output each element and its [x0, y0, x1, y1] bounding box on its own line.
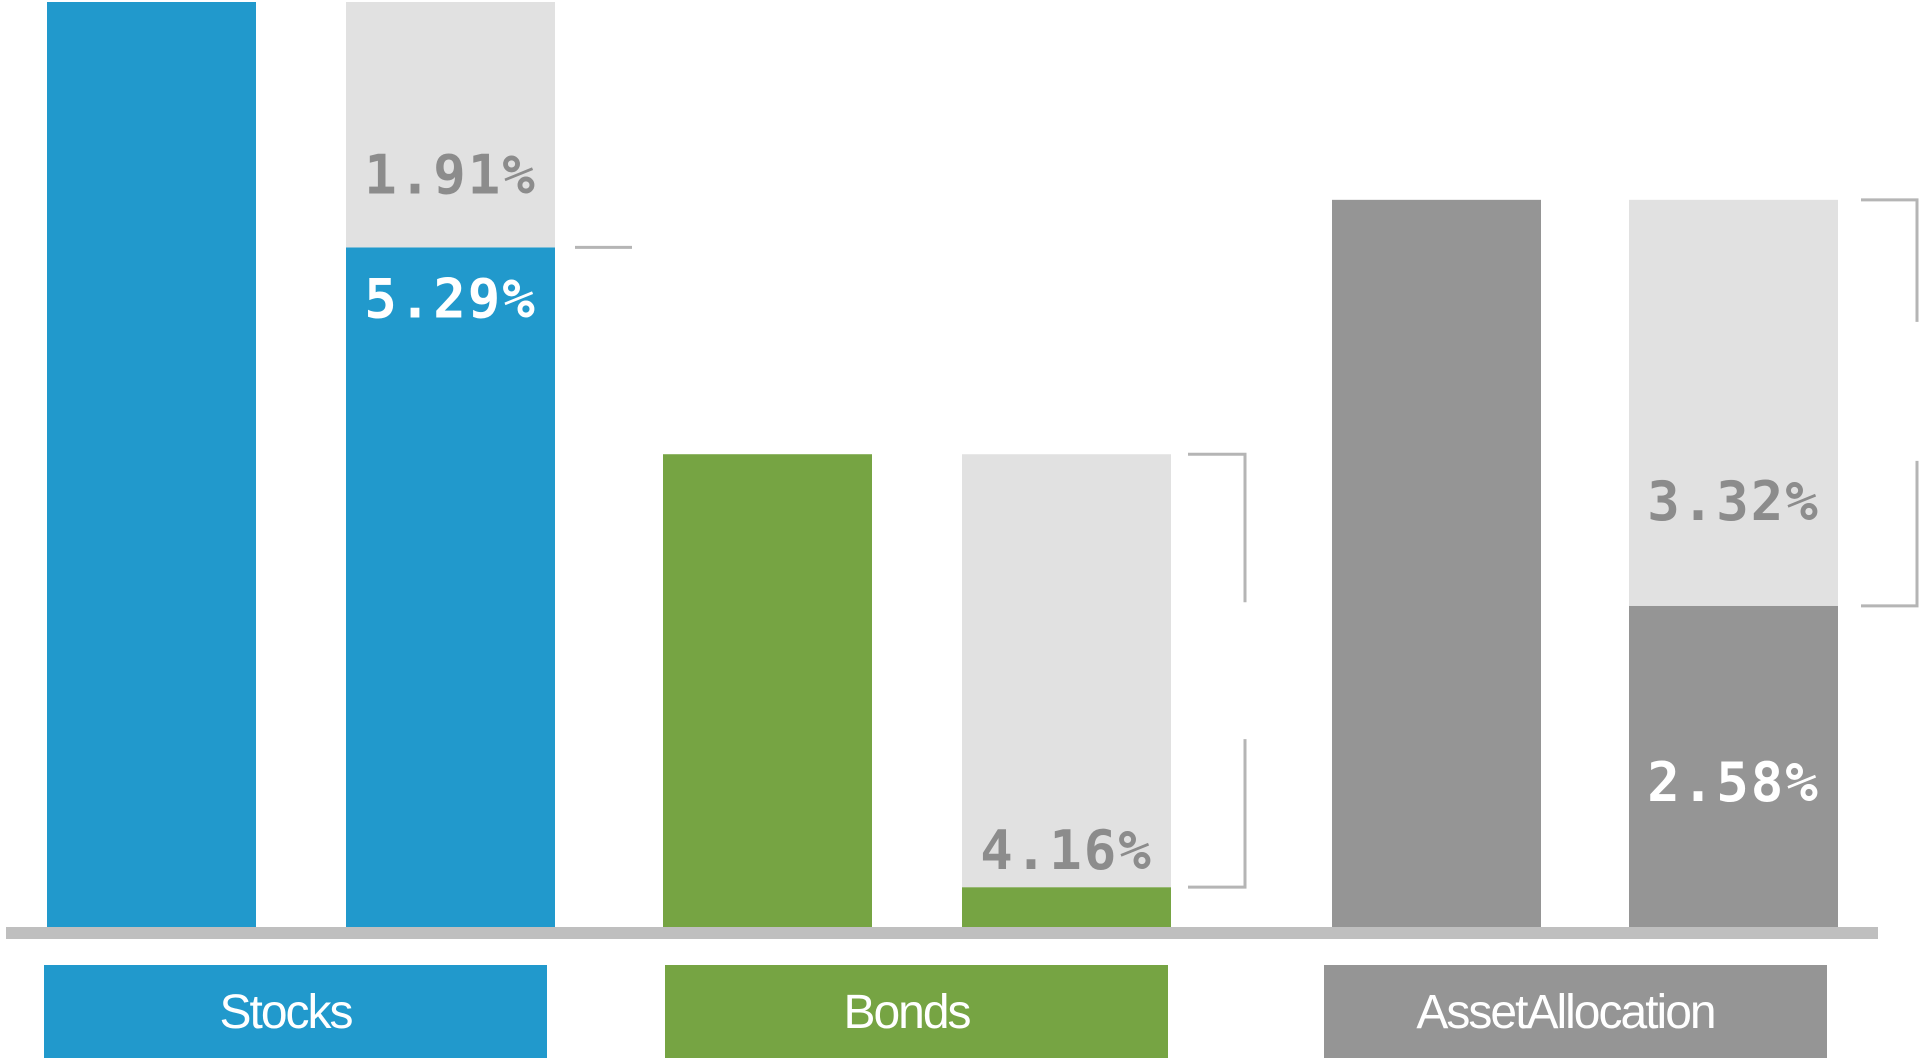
value-label: 2.58%: [1647, 751, 1820, 814]
bar-segment-bonds-2-1: [962, 887, 1171, 927]
value-label: 3.32%: [1647, 470, 1820, 533]
bar-segment-asset-allocation-2-2: [1629, 199, 1838, 606]
category-labels-layer: Stocks Bonds AssetAllocation: [44, 965, 1827, 1058]
category-label-stocks: Stocks: [44, 965, 547, 1058]
category-label-bonds: Bonds: [665, 965, 1168, 1058]
category-label-asset-allocation: AssetAllocation: [1324, 965, 1827, 1058]
x-axis-baseline: [6, 927, 1878, 939]
bracket-bonds: [1188, 452, 1247, 889]
bar-segment-stocks-2-2: [346, 2, 555, 248]
bar-segment-bonds-2-2: [962, 454, 1171, 888]
category-label-box: [1324, 965, 1827, 1058]
value-label: 1.91%: [364, 143, 537, 206]
category-label-text: AssetAllocation: [1416, 986, 1714, 1039]
brackets-layer: [575, 198, 1919, 889]
category-label-box: [44, 965, 547, 1058]
bar-segment-stocks-1-1: [47, 2, 256, 927]
bar-segment-stocks-2-1: [346, 247, 555, 927]
category-label-box: [665, 965, 1168, 1058]
value-label: 4.16%: [980, 819, 1153, 882]
category-label-text: Bonds: [843, 986, 970, 1039]
bar-segment-bonds-1-1: [663, 454, 872, 927]
bars-layer: [47, 2, 1838, 927]
bar-segment-asset-allocation-2-1: [1629, 605, 1838, 927]
category-label-text: Stocks: [219, 986, 352, 1039]
bar-segment-asset-allocation-1-1: [1332, 199, 1541, 927]
value-label: 5.29%: [364, 267, 537, 330]
value-labels-layer: 5.29% 1.91% 4.16% 2.58% 3.32%: [364, 143, 1820, 882]
bracket-asset-allocation: [1861, 198, 1919, 608]
